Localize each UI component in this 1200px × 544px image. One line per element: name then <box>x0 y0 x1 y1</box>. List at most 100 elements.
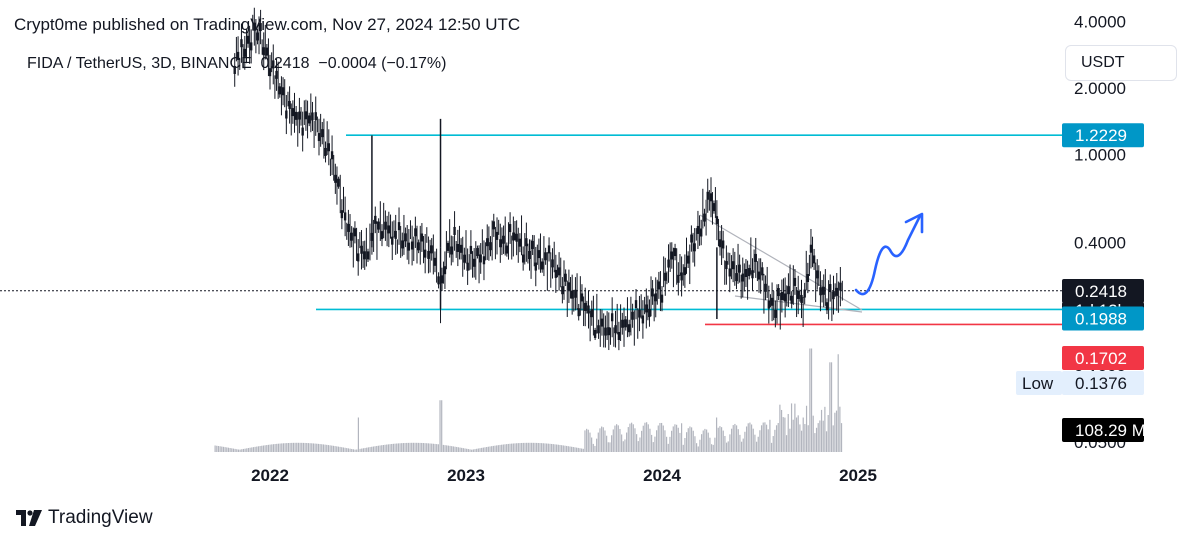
volume-bar <box>724 435 726 452</box>
candle-body <box>783 293 787 302</box>
volume-bar <box>592 443 594 452</box>
volume-bar <box>817 423 819 452</box>
volume-bar <box>409 442 411 452</box>
y-tick-label: 4.0000 <box>1074 13 1126 32</box>
volume-bar <box>772 436 774 452</box>
candle-body <box>564 273 567 282</box>
badge-bg <box>1062 306 1144 331</box>
volume-bar <box>735 425 738 452</box>
volume-bar <box>449 445 451 452</box>
volume-bar <box>304 442 306 452</box>
volume-bar <box>286 443 288 452</box>
volume-bar <box>827 415 829 452</box>
currency-selector[interactable]: USDT <box>1065 45 1177 81</box>
volume-bar <box>227 447 230 452</box>
volume-bar <box>774 429 776 452</box>
volume-bar <box>496 445 498 452</box>
candle-body <box>790 295 793 304</box>
volume-bar <box>329 445 331 452</box>
candle-body <box>600 318 604 327</box>
candle-body <box>712 203 716 212</box>
volume-bar <box>604 430 606 452</box>
volume-bar <box>769 419 771 452</box>
volume-bar <box>787 414 789 452</box>
volume-bar <box>695 443 698 452</box>
volume-bar <box>840 423 843 452</box>
volume-bar <box>631 422 633 452</box>
volume-bar <box>805 405 808 452</box>
volume-bar <box>760 425 763 452</box>
volume-bar <box>527 442 529 452</box>
volume-bar <box>476 448 478 452</box>
candle-body <box>430 245 433 254</box>
volume-bar <box>406 442 408 452</box>
volume-bar <box>256 446 258 452</box>
volume-bar <box>279 443 281 452</box>
badge-bg <box>1062 418 1144 442</box>
volume-bar <box>657 425 659 452</box>
candle-body <box>696 225 700 234</box>
volume-bar <box>314 443 316 452</box>
candle-body <box>634 300 638 309</box>
candle-body <box>767 300 771 309</box>
volume-bar <box>780 409 783 452</box>
candle-body <box>577 308 580 317</box>
badge-bg <box>1062 371 1144 395</box>
volume-bar <box>277 443 280 452</box>
volume-bar <box>679 432 681 452</box>
volume-bar <box>402 443 404 452</box>
candle-body <box>683 267 687 276</box>
volume-bar <box>612 429 614 452</box>
candle-body <box>268 68 272 77</box>
candle-body <box>648 309 651 318</box>
volume-bar <box>676 424 678 452</box>
volume-bar <box>519 443 521 452</box>
x-tick-label: 2024 <box>643 466 681 485</box>
candle-body <box>690 234 693 243</box>
candle-body <box>777 288 780 297</box>
candle-body <box>275 70 278 79</box>
volume-bar <box>824 406 826 452</box>
volume-bar <box>684 438 686 452</box>
volume-bar <box>311 443 313 452</box>
candle-body <box>489 242 492 251</box>
candle-body <box>476 248 479 257</box>
candle-body <box>459 244 463 253</box>
volume-bar <box>347 448 349 452</box>
badge-low: 0.1376 Low <box>1016 371 1144 395</box>
volume-bar <box>354 449 356 452</box>
candle-body <box>288 100 291 109</box>
volume-bar <box>779 404 781 452</box>
candle-body <box>728 268 731 277</box>
badge-label: 108.29 M <box>1075 421 1146 440</box>
volume-bar <box>242 448 245 452</box>
volume-bar <box>452 446 454 452</box>
candle-body <box>350 232 353 241</box>
volume-bar <box>727 441 729 452</box>
candle-body <box>709 193 713 202</box>
candle-body <box>363 251 366 260</box>
badge-last-price: 0.2418 <box>1062 279 1144 303</box>
volume-bar <box>371 446 373 452</box>
volume-bar <box>391 443 393 452</box>
volume-bar <box>757 436 759 452</box>
volume-bar <box>611 435 613 452</box>
volume-bar <box>521 442 523 452</box>
volume-bar <box>649 428 651 452</box>
volume-bar <box>451 446 453 452</box>
candle-body <box>686 255 690 264</box>
volume-bar <box>224 447 226 452</box>
volume-bar <box>672 426 674 452</box>
volume-bar <box>404 442 406 452</box>
volume-bar <box>532 442 534 452</box>
candle-body <box>597 325 600 334</box>
volume-bar <box>797 415 799 452</box>
volume-bar <box>261 445 263 452</box>
volume-bar <box>362 448 364 452</box>
volume-bar <box>572 447 574 452</box>
volume-bar <box>802 417 804 452</box>
volume-bar <box>396 443 398 452</box>
candle-body <box>407 242 411 251</box>
candle-body <box>374 215 377 224</box>
candle-body <box>839 282 842 291</box>
